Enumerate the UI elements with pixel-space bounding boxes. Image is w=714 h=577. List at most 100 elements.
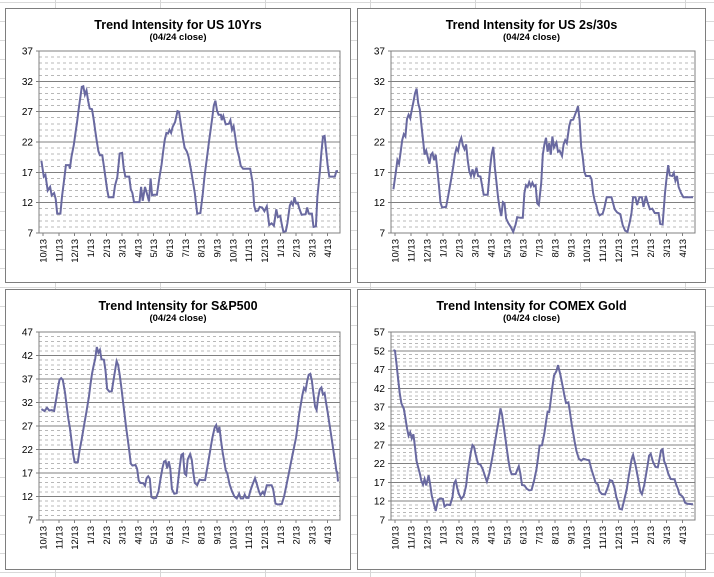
x-tick-label: 2/13 — [102, 526, 113, 545]
x-tick-label: 2/13 — [292, 239, 303, 258]
x-tick-label: 11/13 — [598, 239, 609, 262]
x-tick-label: 10/13 — [582, 239, 593, 263]
chart-us-10yrs[interactable]: Trend Intensity for US 10Yrs (04/24 clos… — [5, 8, 351, 283]
x-tick-label: 1/13 — [630, 239, 641, 258]
x-tick-label: 3/13 — [470, 239, 481, 258]
x-tick-label: 1/13 — [438, 239, 449, 258]
x-tick-label: 3/13 — [662, 526, 673, 545]
chart-comex-gold[interactable]: Trend Intensity for COMEX Gold (04/24 cl… — [357, 289, 706, 570]
chart-subtitle: (04/24 close) — [502, 313, 561, 324]
x-tick-label: 2/13 — [646, 239, 657, 258]
x-tick-label: 6/13 — [518, 239, 529, 258]
x-tick-label: 1/13 — [86, 239, 97, 258]
x-tick-label: 11/13 — [54, 239, 65, 262]
y-axis-labels: 7 12 17 22 27 32 37 — [374, 47, 391, 240]
chart-title: Trend Intensity for US 2s/30s — [445, 18, 618, 32]
x-tick-label: 11/13 — [244, 526, 255, 549]
chart-canvas: 7 12 17 22 27 32 37 42 47 10/13 11/13 12/13 1/13 2/13… — [22, 328, 341, 550]
x-tick-label: 1/13 — [438, 526, 449, 545]
y-tick-label: 37 — [374, 403, 386, 414]
x-tick-label: 12/13 — [614, 526, 625, 550]
chart-subtitle: (04/24 close) — [149, 32, 207, 43]
x-tick-label: 6/13 — [518, 526, 529, 545]
chart-title: Trend Intensity for US 10Yrs — [94, 18, 262, 32]
chart-canvas: 7 12 17 22 27 32 37 42 47 52 57 10/13 11/13 12/13 1/13… — [374, 328, 696, 550]
y-tick-label: 57 — [374, 328, 386, 339]
x-tick-label: 1/13 — [276, 239, 287, 258]
x-tick-label: 3/13 — [662, 239, 673, 258]
x-tick-label: 9/13 — [212, 526, 223, 545]
x-tick-label: 9/13 — [566, 526, 577, 545]
x-tick-label: 12/13 — [422, 526, 433, 550]
x-tick-label: 6/13 — [165, 239, 176, 258]
x-tick-label: 5/13 — [502, 239, 513, 258]
x-axis-labels: 10/13 11/13 12/13 1/13 2/13 3/13 4/13 5/13 6/13 7… — [39, 233, 334, 263]
x-tick-label: 12/13 — [260, 239, 271, 263]
x-tick-label: 7/13 — [534, 526, 545, 545]
x-tick-label: 8/13 — [550, 526, 561, 545]
y-axis-labels: 7 12 17 22 27 32 37 — [22, 47, 39, 240]
y-tick-label: 37 — [374, 47, 386, 58]
chart-sp500[interactable]: Trend Intensity for S&P500 (04/24 close)… — [5, 289, 351, 570]
x-tick-label: 10/13 — [582, 526, 593, 550]
series-line — [40, 84, 338, 234]
x-tick-label: 9/13 — [566, 239, 577, 258]
x-tick-label: 3/13 — [307, 239, 318, 258]
chart-subtitle: (04/24 close) — [149, 313, 207, 324]
chart-title: Trend Intensity for S&P500 — [98, 299, 258, 313]
y-tick-label: 37 — [22, 375, 34, 386]
x-tick-label: 11/13 — [406, 239, 417, 262]
x-tick-label: 3/13 — [470, 526, 481, 545]
x-tick-label: 6/13 — [165, 526, 176, 545]
series-line — [392, 88, 693, 235]
y-axis-labels: 7 12 17 22 27 32 37 42 47 — [22, 328, 39, 527]
y-tick-label: 47 — [374, 365, 386, 376]
x-tick-label: 7/13 — [181, 239, 192, 258]
y-tick-label: 12 — [374, 198, 386, 209]
x-tick-label: 10/13 — [228, 239, 239, 263]
x-tick-label: 9/13 — [212, 239, 223, 258]
x-tick-label: 4/13 — [133, 239, 144, 258]
x-tick-label: 1/13 — [86, 526, 97, 545]
y-tick-label: 47 — [22, 328, 34, 339]
x-tick-label: 10/13 — [39, 526, 50, 550]
x-tick-label: 3/13 — [307, 526, 318, 545]
x-tick-label: 11/13 — [244, 239, 255, 262]
y-tick-label: 12 — [22, 198, 34, 209]
y-tick-label: 22 — [22, 445, 34, 456]
x-tick-label: 3/13 — [118, 526, 129, 545]
y-tick-label: 17 — [22, 168, 34, 179]
x-tick-label: 4/13 — [486, 239, 497, 258]
y-tick-label: 22 — [374, 459, 386, 470]
x-axis-labels: 10/13 11/13 12/13 1/13 2/13 3/13 4/13 5/13 6/13 7… — [391, 233, 689, 263]
chart-us-2s30s[interactable]: Trend Intensity for US 2s/30s (04/24 clo… — [357, 8, 706, 283]
x-tick-label: 8/13 — [197, 526, 208, 545]
y-tick-label: 7 — [379, 229, 385, 240]
x-tick-label: 10/13 — [228, 526, 239, 550]
x-tick-label: 5/13 — [149, 239, 160, 258]
y-tick-label: 32 — [374, 422, 386, 433]
x-tick-label: 3/13 — [118, 239, 129, 258]
chart-title: Trend Intensity for COMEX Gold — [436, 299, 627, 313]
x-tick-label: 7/13 — [181, 526, 192, 545]
x-axis-labels: 10/13 11/13 12/13 1/13 2/13 3/13 4/13 5/13 6/13 7… — [391, 520, 689, 550]
y-tick-label: 32 — [22, 398, 34, 409]
x-tick-label: 7/13 — [534, 239, 545, 258]
series-line — [40, 346, 339, 506]
chart-subtitle: (04/24 close) — [502, 32, 561, 43]
x-tick-label: 10/13 — [391, 526, 402, 550]
x-tick-label: 12/13 — [260, 526, 271, 550]
y-tick-label: 7 — [27, 229, 33, 240]
x-tick-label: 8/13 — [197, 239, 208, 258]
y-tick-label: 52 — [374, 346, 386, 357]
x-tick-label: 5/13 — [502, 526, 513, 545]
y-tick-label: 12 — [374, 497, 386, 508]
x-tick-label: 1/13 — [276, 526, 287, 545]
y-tick-label: 17 — [22, 469, 34, 480]
x-tick-label: 2/13 — [454, 239, 465, 258]
x-tick-label: 5/13 — [149, 526, 160, 545]
x-tick-label: 4/13 — [133, 526, 144, 545]
y-tick-label: 42 — [374, 384, 386, 395]
chart-canvas: 7 12 17 22 27 32 37 10/13 11/13 12/13 1/13 2/13 3/13… — [374, 47, 696, 263]
